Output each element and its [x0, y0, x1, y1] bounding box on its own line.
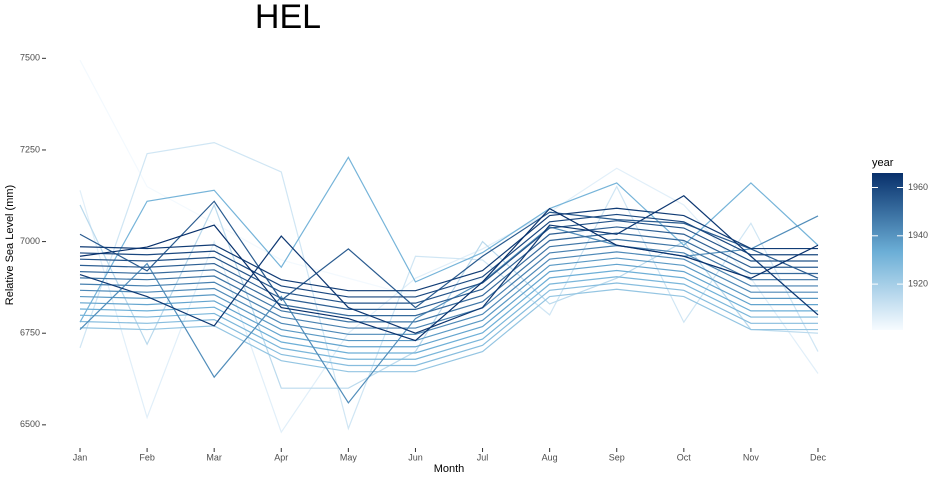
series-line: [79, 213, 818, 298]
series-line: [79, 142, 819, 431]
series-line: [79, 226, 818, 310]
series-line: [79, 257, 818, 342]
x-axis-label: Month: [434, 463, 465, 475]
series-line: [79, 282, 818, 367]
x-tick-label: Sep: [609, 452, 625, 462]
series-line: [79, 288, 818, 373]
series-line: [79, 251, 818, 335]
x-tick-label: Mar: [206, 452, 222, 462]
series-line: [79, 207, 819, 342]
x-tick-label: Jan: [73, 452, 88, 462]
x-tick-label: Jun: [408, 452, 423, 462]
series-line: [79, 276, 818, 360]
series-line: [79, 215, 819, 404]
chart-title: HEL: [255, 0, 321, 36]
series-line: [79, 269, 818, 354]
x-tick-label: May: [340, 452, 358, 462]
series-line: [79, 220, 818, 304]
colorbar: [872, 173, 903, 330]
x-tick-label: Dec: [810, 452, 827, 462]
series-line: [79, 59, 819, 298]
y-tick-label: 7000: [20, 236, 40, 246]
x-tick-label: Nov: [743, 452, 760, 462]
y-tick-label: 6750: [20, 328, 40, 338]
x-tick-label: Aug: [542, 452, 558, 462]
y-axis-label: Relative Sea Level (mm): [4, 185, 16, 305]
series-line: [79, 263, 818, 348]
x-tick-label: Jul: [477, 452, 489, 462]
series-line: [79, 195, 819, 334]
colorbar-tick-label: 1920: [908, 278, 928, 288]
colorbar-tick-label: 1940: [908, 230, 928, 240]
x-tick-label: Feb: [139, 452, 155, 462]
y-tick-label: 6500: [20, 419, 40, 429]
series-line: [79, 245, 818, 329]
y-tick-label: 7500: [20, 53, 40, 63]
x-tick-label: Apr: [274, 452, 288, 462]
colorbar-tick-label: 1960: [908, 182, 928, 192]
series-line: [79, 232, 818, 317]
x-tick-label: Oct: [677, 452, 692, 462]
legend-title: year: [872, 157, 894, 169]
series-line: [79, 207, 818, 292]
series-line: [79, 156, 819, 323]
y-tick-label: 7250: [20, 144, 40, 154]
